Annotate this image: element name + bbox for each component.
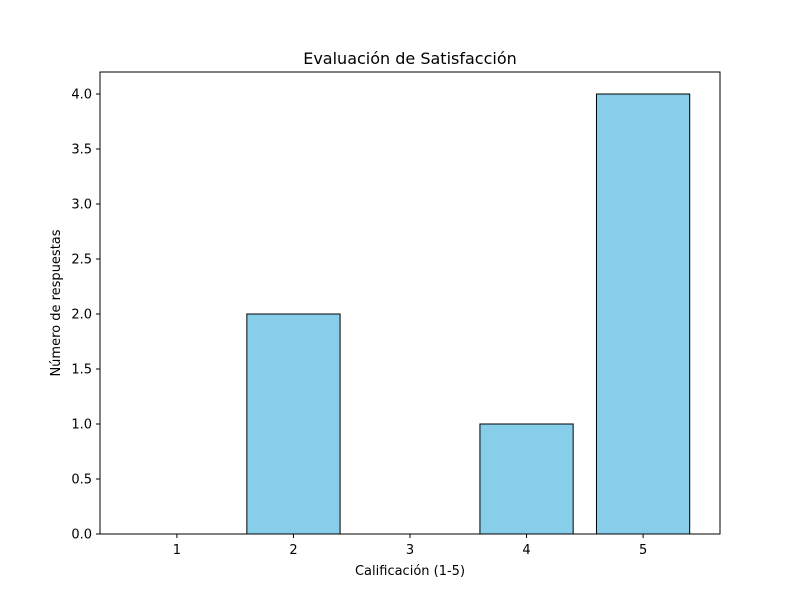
y-tick-label-8: 4.0 [71, 88, 92, 103]
x-tick-label-1: 1 [173, 543, 181, 558]
y-tick-label-6: 3.0 [71, 198, 92, 213]
y-tick-label-5: 2.5 [71, 253, 92, 268]
y-tick-label-1: 0.5 [71, 473, 92, 488]
x-axis-label: Calificación (1-5) [355, 564, 465, 579]
bar-4 [479, 423, 574, 535]
bar-5 [595, 93, 691, 535]
ticks-group: 1 2 3 4 5 0.0 0.5 1.0 1.5 2.0 2.5 3.0 3.5 4.0 [71, 88, 647, 559]
y-axis-label: Número de respuestas [49, 229, 64, 376]
bars-group [246, 93, 691, 535]
bar-2 [246, 313, 341, 535]
chart-title: Evaluación de Satisfacción [303, 49, 517, 68]
y-tick-label-7: 3.5 [71, 143, 92, 158]
x-tick-label-4: 4 [522, 543, 530, 558]
y-tick-label-4: 2.0 [71, 308, 92, 323]
x-tick-label-5: 5 [639, 543, 647, 558]
plot-frame [99, 71, 721, 535]
y-tick-label-3: 1.5 [71, 363, 92, 378]
y-tick-label-2: 1.0 [71, 418, 92, 433]
y-tick-label-0: 0.0 [71, 528, 92, 543]
x-tick-label-3: 3 [406, 543, 414, 558]
x-tick-label-2: 2 [289, 543, 297, 558]
